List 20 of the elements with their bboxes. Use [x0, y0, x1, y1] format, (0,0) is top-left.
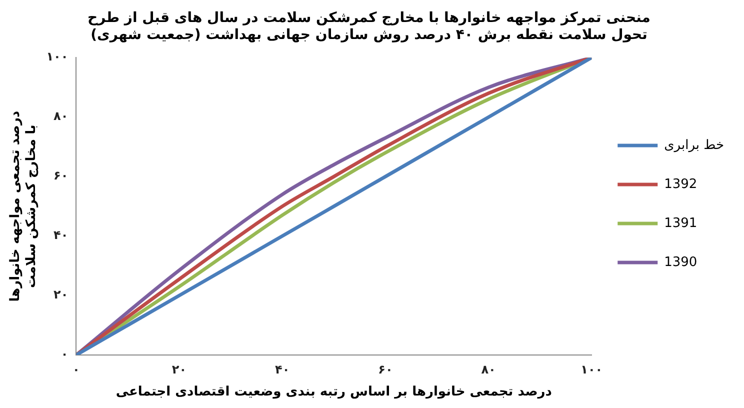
- x-axis-title: درصد تجمعی خانوارها بر اساس رتبه بندی وضعیت اقتصادی اجتماعی: [116, 384, 552, 400]
- x-tick-label: ۴۰: [275, 362, 290, 376]
- x-tick-label: ۱۰۰: [580, 362, 603, 376]
- x-tick-label: ۸۰: [481, 362, 496, 376]
- chart-title: منحنی تمرکز مواجهه خانوارها با مخارج کمرشکن سلامت در سال های قبل از طرح تحول سلامت نقطه برش ۴۰ درصد روش سازمان جهانی بهداشت (جمعیت شهری): [88, 10, 650, 43]
- line-series: [76, 58, 592, 355]
- x-tick-label: ۲۰: [172, 362, 187, 376]
- y-tick-label: ۸۰: [54, 109, 68, 124]
- legend-label: 1390: [664, 254, 698, 270]
- x-tick-label: ۶۰: [378, 362, 393, 376]
- legend-label: خط برابری: [664, 138, 724, 153]
- legend-label: 1391: [664, 216, 698, 231]
- legend-label: 1392: [664, 176, 698, 192]
- y-tick-label: ۱۰۰: [46, 50, 68, 64]
- y-axis-title: درصد تجمعی مواجهه خانوارها با مخارج کمرشکن سلامت: [8, 110, 39, 302]
- y-tick-label: ۲۰: [54, 288, 68, 302]
- y-tick-label: ۰: [60, 347, 68, 362]
- x-tick-label: ۰: [72, 362, 80, 376]
- y-tick-label: ۶۰: [54, 168, 68, 183]
- y-tick-label: ۴۰: [54, 228, 68, 242]
